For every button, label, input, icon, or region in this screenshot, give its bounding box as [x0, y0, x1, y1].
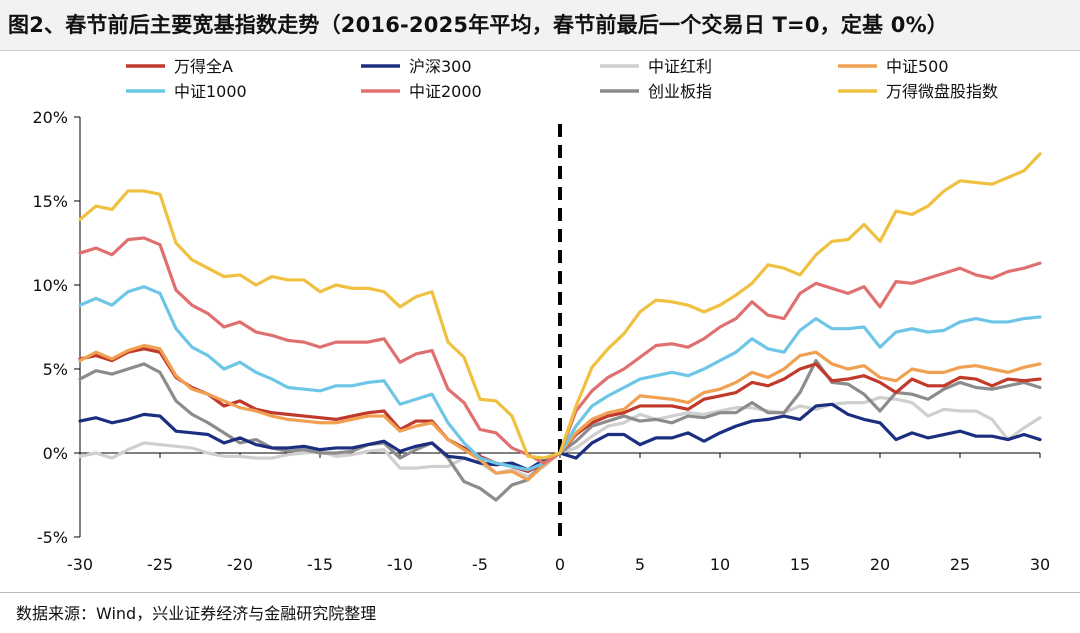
legend-label: 中证红利 [648, 57, 712, 76]
y-tick-label: 0% [43, 444, 68, 463]
chart-legend: 万得全A 沪深300 中证红利 中证500 中证1000 中证2000 创业板指 万得微盘股指… [126, 57, 998, 101]
legend-label: 沪深300 [409, 57, 472, 76]
title-bar: 图2、春节前后主要宽基指数走势（2016-2025年平均，春节前最后一个交易日 … [0, 0, 1080, 51]
series-line [78, 152, 1042, 460]
x-tick-label: -20 [227, 555, 253, 574]
x-tick-label: 5 [635, 555, 645, 574]
x-tick-label: -10 [387, 555, 413, 574]
chart-title: 图2、春节前后主要宽基指数走势（2016-2025年平均，春节前最后一个交易日 … [8, 13, 949, 37]
x-tick-label: 30 [1030, 555, 1050, 574]
legend-label: 中证500 [886, 57, 949, 76]
x-tick-label: -5 [472, 555, 488, 574]
legend-label: 万得全A [174, 57, 233, 76]
x-tick-label: 10 [710, 555, 730, 574]
y-tick-label: 5% [43, 360, 68, 379]
y-tick-label: -5% [37, 528, 68, 547]
chart-series-layer [78, 152, 1042, 502]
x-tick-label: 25 [950, 555, 970, 574]
y-tick-label: 10% [32, 276, 68, 295]
x-tick-label: 15 [790, 555, 810, 574]
series-line [78, 402, 1042, 472]
y-tick-label: 15% [32, 192, 68, 211]
legend-label: 创业板指 [648, 82, 712, 101]
legend-label: 万得微盘股指数 [886, 82, 998, 101]
x-tick-label: -25 [147, 555, 173, 574]
y-tick-label: 20% [32, 108, 68, 127]
x-tick-label: 0 [555, 555, 565, 574]
x-tick-label: 20 [870, 555, 890, 574]
chart-axes: -5% 0% 5% 10% 15% 20% -30 -25 -20 -15 -10 -5 0 5 10 15 2… [32, 108, 1050, 574]
legend-label: 中证1000 [174, 82, 247, 101]
legend-label: 中证2000 [409, 82, 482, 101]
source-note: 数据来源：Wind，兴业证券经济与金融研究院整理 [16, 604, 377, 623]
x-tick-label: -30 [67, 555, 93, 574]
footer-divider [0, 592, 1080, 593]
x-tick-label: -15 [307, 555, 333, 574]
